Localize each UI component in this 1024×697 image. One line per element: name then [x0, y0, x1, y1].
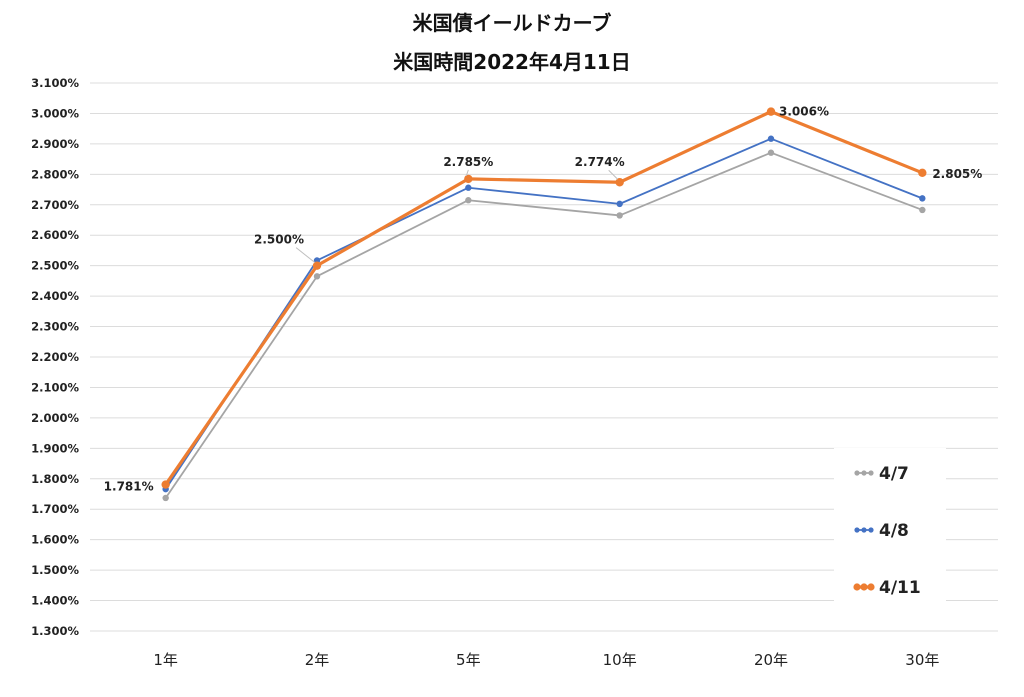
x-tick-label: 30年: [905, 651, 939, 669]
series-line: [164, 110, 923, 486]
y-tick-label: 1.600%: [31, 533, 79, 547]
y-tick-label: 3.100%: [31, 76, 79, 90]
legend-marker: [860, 583, 868, 591]
y-tick-label: 2.100%: [31, 380, 79, 394]
data-point: [919, 206, 926, 214]
legend-marker: [854, 527, 860, 533]
x-tick-label: 5年: [456, 651, 481, 669]
legend-label: 4/8: [879, 521, 909, 541]
data-point: [464, 174, 473, 184]
data-labels: 1.781% 2.500% 2.785% 2.774% 3.006% 2.805%: [104, 105, 983, 494]
series-lines: [161, 107, 927, 502]
legend-marker: [861, 527, 867, 533]
data-label-leader: [295, 247, 316, 264]
data-label-leader: [608, 169, 619, 180]
data-point: [616, 212, 623, 219]
y-tick-label: 2.200%: [31, 350, 79, 364]
x-tick-label: 2年: [305, 651, 330, 669]
y-tick-label: 2.400%: [31, 289, 79, 303]
data-point: [313, 273, 321, 280]
legend: 4/7 4/8 4/11: [834, 448, 946, 610]
legend-label: 4/11: [879, 578, 921, 598]
data-point: [465, 184, 472, 191]
data-label: 2.805%: [932, 167, 982, 181]
data-point: [919, 195, 926, 202]
gridlines: [90, 82, 998, 632]
legend-item: 4/7: [854, 464, 909, 484]
legend-item: 4/11: [853, 578, 921, 598]
chart-title: 米国債イールドカーブ: [413, 11, 612, 35]
series-line: [164, 151, 923, 499]
data-label: 2.500%: [254, 233, 304, 247]
data-point: [615, 178, 624, 187]
y-tick-label: 1.800%: [31, 472, 79, 486]
legend-item: 4/8: [854, 521, 909, 541]
data-label: 3.006%: [779, 105, 829, 119]
legend-marker: [868, 470, 874, 476]
y-tick-label: 1.400%: [31, 594, 79, 608]
x-tick-label: 10年: [603, 651, 637, 669]
legend-label: 4/7: [879, 464, 909, 484]
x-tick-label: 1年: [153, 651, 178, 669]
data-label: 2.774%: [575, 155, 625, 169]
data-point: [616, 200, 623, 208]
data-point: [918, 168, 927, 178]
data-point: [766, 107, 776, 116]
x-tick-label: 20年: [754, 651, 788, 669]
y-tick-label: 2.300%: [31, 320, 79, 334]
legend-box: [834, 448, 946, 610]
series-3: [161, 107, 927, 489]
legend-marker: [854, 470, 860, 476]
y-axis-tick-labels: 1.300% 1.400% 1.500% 1.600% 1.700% 1.800% 1.90…: [31, 76, 79, 638]
y-tick-label: 2.600%: [31, 228, 79, 242]
legend-marker: [867, 583, 875, 591]
series-1: [162, 149, 926, 502]
y-tick-label: 2.500%: [31, 259, 79, 273]
series-2: [162, 135, 926, 493]
y-tick-label: 3.000%: [31, 106, 79, 120]
data-point: [767, 149, 775, 156]
data-point: [312, 261, 322, 270]
y-tick-label: 2.900%: [31, 137, 79, 151]
data-point: [162, 494, 169, 502]
data-label: 2.785%: [443, 155, 493, 169]
y-tick-label: 2.700%: [31, 198, 79, 212]
data-point: [465, 197, 472, 204]
y-tick-label: 1.900%: [31, 441, 79, 455]
y-tick-label: 2.800%: [31, 167, 79, 181]
y-tick-label: 1.300%: [31, 624, 79, 638]
chart-subtitle: 米国時間2022年4月11日: [393, 50, 630, 74]
data-point: [767, 135, 775, 142]
legend-marker: [861, 470, 867, 476]
y-tick-label: 2.000%: [31, 411, 79, 425]
series-line: [164, 137, 923, 490]
data-point: [161, 480, 170, 489]
legend-marker: [868, 527, 874, 533]
data-label: 1.781%: [104, 480, 154, 494]
x-axis-tick-labels: 1年 2年 5年 10年 20年 30年: [153, 651, 939, 669]
y-tick-label: 1.500%: [31, 563, 79, 577]
y-tick-label: 1.700%: [31, 502, 79, 516]
data-label-leader: [465, 169, 469, 177]
legend-marker: [853, 583, 861, 591]
